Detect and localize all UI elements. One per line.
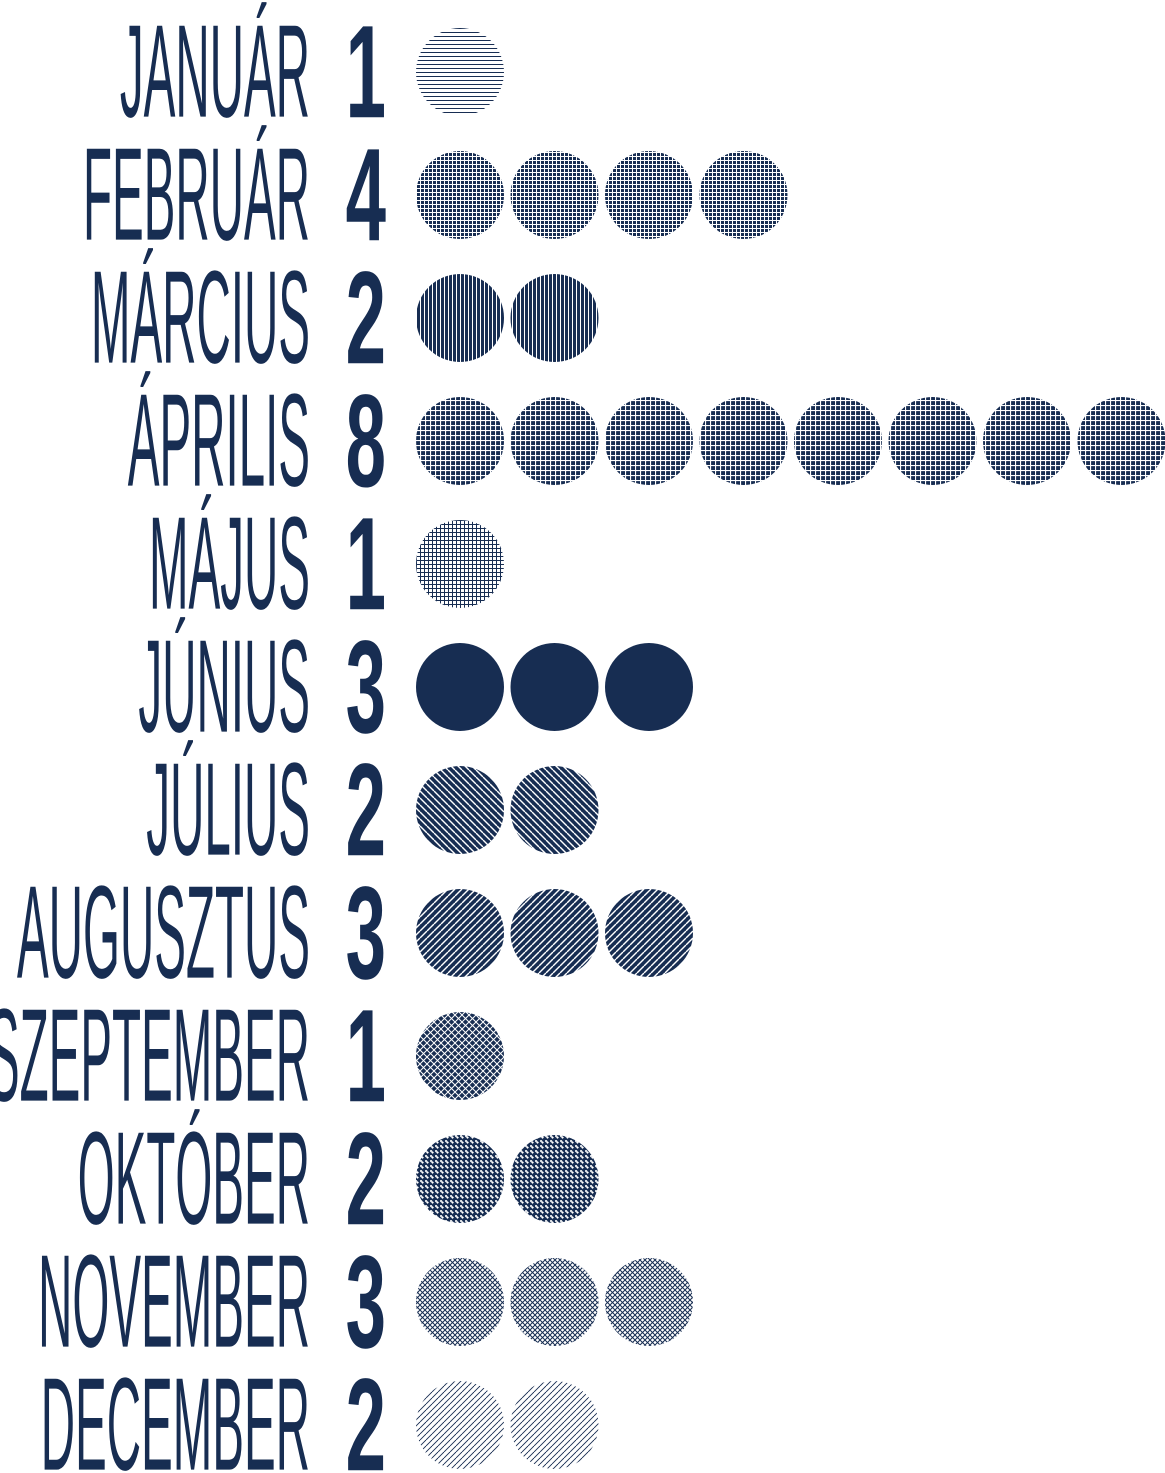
icon — [510, 1381, 599, 1469]
icon — [699, 151, 788, 239]
row-value: 4 — [346, 121, 386, 268]
icon — [416, 1135, 504, 1223]
month-label: NOVEMBER — [38, 1228, 310, 1376]
icon — [605, 1258, 693, 1346]
icon — [1077, 397, 1165, 485]
month-label: AUGUSZTUS — [17, 859, 310, 1007]
value-label: 2 — [346, 1105, 386, 1252]
value-label: 1 — [346, 0, 386, 146]
month-label: MÁJUS — [149, 490, 310, 638]
value-label: 3 — [346, 613, 386, 760]
month-label: JÚLIUS — [146, 736, 310, 884]
value-label: 2 — [346, 736, 386, 883]
month-label: FEBRUÁR — [83, 121, 310, 269]
month-label: MÁRCIUS — [91, 244, 310, 392]
value-label: 2 — [346, 244, 386, 391]
row-label: NOVEMBER — [38, 1228, 310, 1376]
row-label: AUGUSZTUS — [17, 859, 310, 1007]
row-value: 1 — [346, 0, 386, 146]
icon — [416, 151, 504, 239]
month-label: OKTÓBER — [78, 1105, 310, 1253]
icon — [416, 766, 504, 854]
value-label: 3 — [346, 859, 386, 1006]
row-value: 3 — [346, 1228, 386, 1375]
row-label: MÁRCIUS — [91, 244, 310, 392]
row-value: 8 — [346, 367, 386, 514]
icon — [510, 643, 599, 731]
row-label: JÚNIUS — [138, 613, 310, 761]
row-label: SZEPTEMBER — [0, 982, 310, 1130]
row-value: 1 — [346, 982, 386, 1129]
value-label: 1 — [346, 982, 386, 1129]
row-label: JANUÁR — [120, 0, 310, 146]
icon — [794, 397, 882, 485]
icon — [416, 28, 504, 116]
icon — [510, 766, 599, 854]
row-value: 3 — [346, 859, 386, 1006]
value-label: 2 — [346, 1351, 386, 1473]
icon — [605, 889, 693, 977]
icon — [416, 643, 504, 731]
row-value: 2 — [346, 736, 386, 883]
icon — [510, 1135, 599, 1223]
icon — [605, 151, 693, 239]
icon — [416, 1258, 504, 1346]
month-label: SZEPTEMBER — [0, 982, 310, 1130]
value-label: 3 — [346, 1228, 386, 1375]
row-label: DECEMBER — [41, 1351, 310, 1473]
row-value: 3 — [346, 613, 386, 760]
icon — [699, 397, 788, 485]
icon — [983, 397, 1071, 485]
icon — [416, 397, 504, 485]
month-label: JÚNIUS — [138, 613, 310, 761]
row-value: 2 — [346, 1351, 386, 1473]
month-label: ÁPRILIS — [128, 367, 310, 515]
icon — [416, 520, 504, 608]
icon — [416, 889, 504, 977]
icon — [510, 889, 599, 977]
icon — [605, 643, 693, 731]
icon — [416, 274, 504, 362]
icon — [510, 151, 599, 239]
row-value: 2 — [346, 1105, 386, 1252]
row-label: ÁPRILIS — [128, 367, 310, 515]
row-label: JÚLIUS — [146, 736, 310, 884]
icon — [416, 1381, 504, 1469]
icon — [416, 1012, 504, 1100]
value-label: 4 — [346, 121, 386, 268]
row-label: OKTÓBER — [78, 1105, 310, 1253]
month-label: JANUÁR — [120, 0, 310, 146]
icon — [510, 397, 599, 485]
value-label: 8 — [346, 367, 386, 514]
row-value: 1 — [346, 490, 386, 637]
icon — [888, 397, 977, 485]
icon — [510, 274, 599, 362]
month-label: DECEMBER — [41, 1351, 310, 1473]
value-label: 1 — [346, 490, 386, 637]
row-label: FEBRUÁR — [83, 121, 310, 269]
row-label: MÁJUS — [149, 490, 310, 638]
icon — [510, 1258, 599, 1346]
icon — [605, 397, 693, 485]
row-value: 2 — [346, 244, 386, 391]
